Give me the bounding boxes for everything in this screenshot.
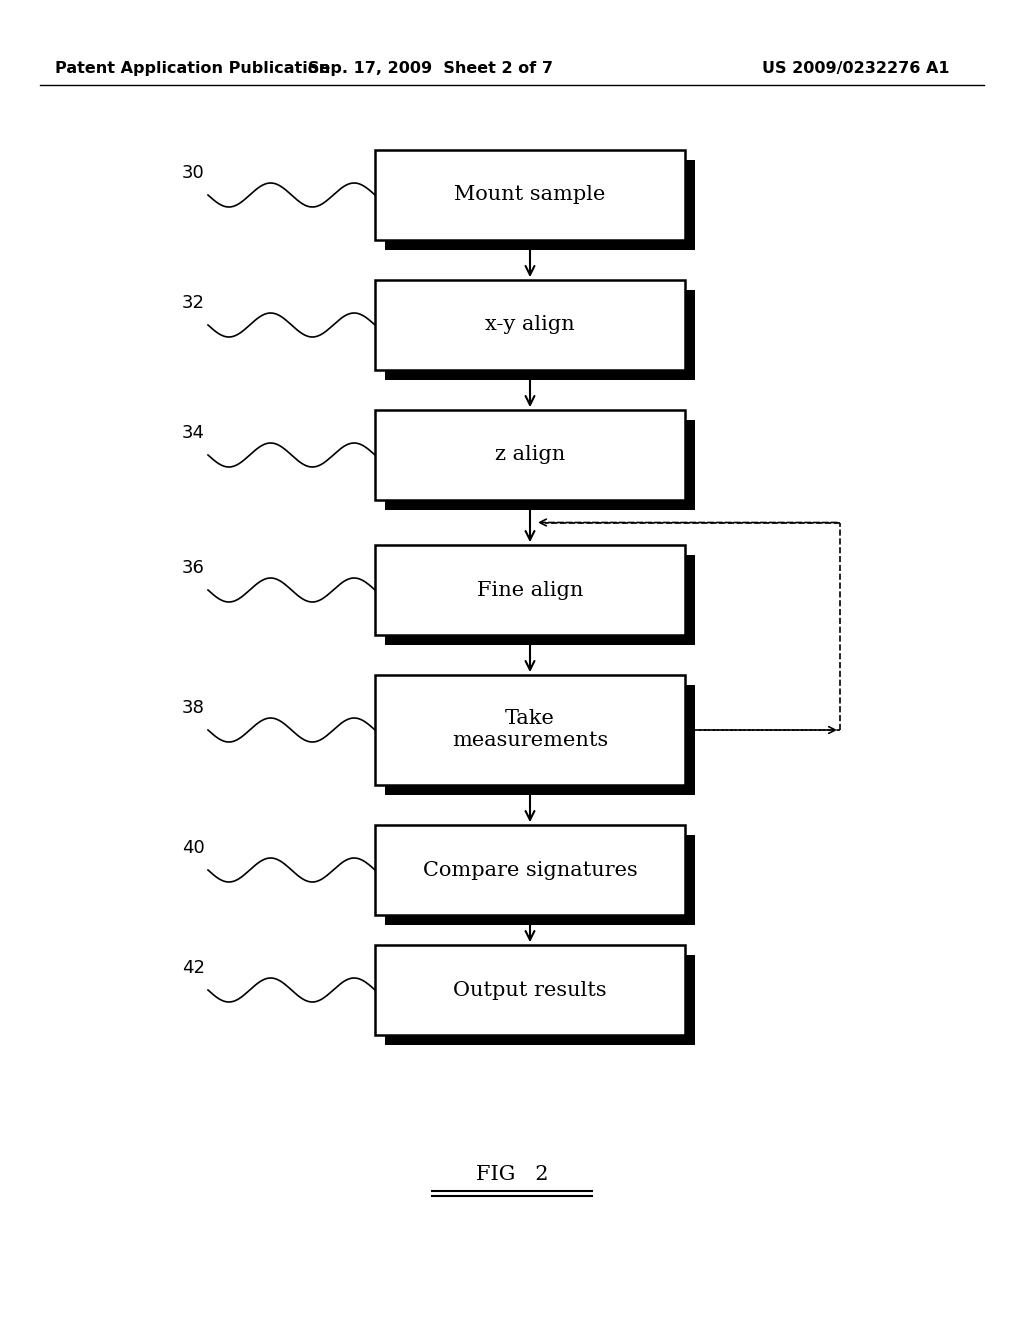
Text: Mount sample: Mount sample	[455, 186, 605, 205]
Text: Fine align: Fine align	[477, 581, 584, 599]
Bar	[375, 280, 685, 370]
Bar	[375, 825, 685, 915]
Bar	[385, 554, 695, 645]
Text: Compare signatures: Compare signatures	[423, 861, 637, 879]
Text: FIG   2: FIG 2	[476, 1166, 548, 1184]
Text: 42: 42	[182, 960, 205, 977]
Text: 38: 38	[182, 700, 205, 717]
Text: Patent Application Publication: Patent Application Publication	[55, 61, 331, 75]
Bar	[375, 675, 685, 785]
Text: Sep. 17, 2009  Sheet 2 of 7: Sep. 17, 2009 Sheet 2 of 7	[307, 61, 553, 75]
Text: 34: 34	[182, 424, 205, 442]
Text: 30: 30	[182, 164, 205, 182]
Text: 32: 32	[182, 294, 205, 312]
Text: z align: z align	[495, 446, 565, 465]
Bar	[375, 545, 685, 635]
Text: Output results: Output results	[454, 981, 607, 999]
Text: 40: 40	[182, 840, 205, 857]
Bar	[385, 420, 695, 510]
Text: x-y align: x-y align	[485, 315, 574, 334]
Bar	[375, 150, 685, 240]
Text: US 2009/0232276 A1: US 2009/0232276 A1	[763, 61, 950, 75]
Bar	[385, 160, 695, 249]
Bar	[385, 836, 695, 925]
Bar	[385, 290, 695, 380]
Bar	[375, 411, 685, 500]
Text: Take
measurements: Take measurements	[452, 710, 608, 751]
Bar	[375, 945, 685, 1035]
Text: 36: 36	[182, 558, 205, 577]
Bar	[385, 685, 695, 795]
Bar	[385, 954, 695, 1045]
